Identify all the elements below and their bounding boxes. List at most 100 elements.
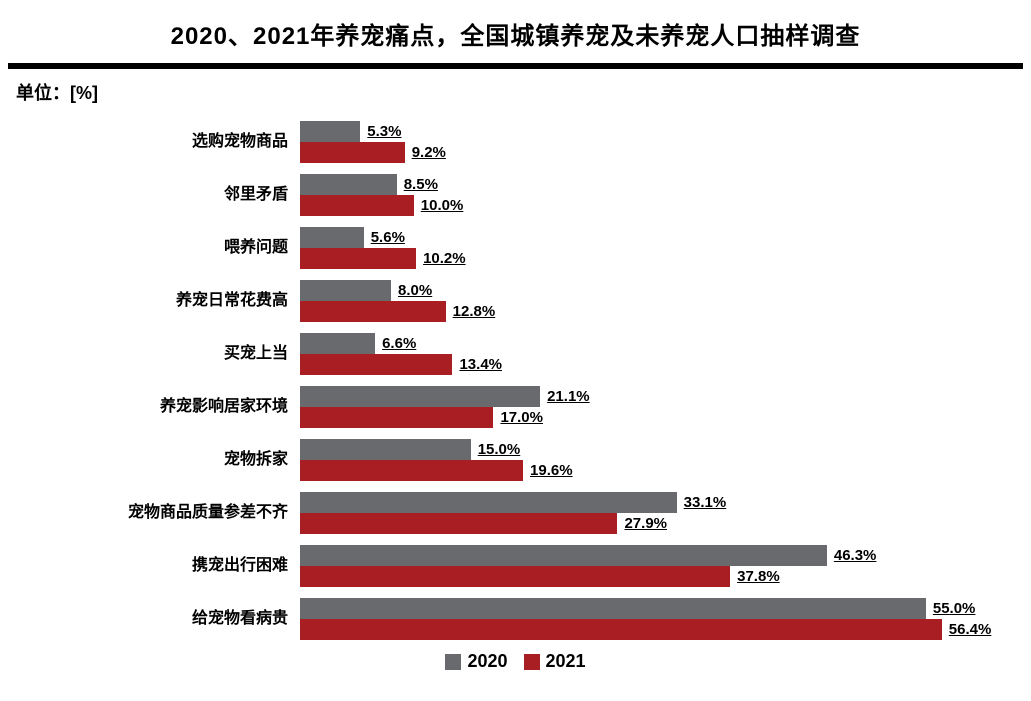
bar-2021 — [300, 513, 618, 534]
value-label-2020: 15.0% — [477, 441, 521, 458]
category-label: 携宠出行困难 — [191, 557, 288, 575]
bar-2020 — [300, 598, 926, 619]
legend-item-2021: 2021 — [523, 651, 586, 672]
chart-row: 邻里矛盾 8.5% 10.0% — [8, 174, 1031, 216]
unit-label: 单位：[%] — [16, 83, 98, 103]
value-label-2021: 27.9% — [624, 515, 668, 532]
bar-line-2020: 46.3% — [300, 545, 960, 566]
category-label: 养宠日常花费高 — [175, 292, 288, 310]
bar-line-2020: 21.1% — [300, 386, 960, 407]
bar-line-2020: 33.1% — [300, 492, 960, 513]
bar-2020 — [300, 386, 541, 407]
value-label-2020: 6.6% — [382, 335, 417, 352]
bar-2020 — [300, 280, 392, 301]
bar-2021 — [300, 566, 731, 587]
bar-2021 — [300, 619, 942, 640]
chart-row: 携宠出行困难 46.3% 37.8% — [8, 545, 1031, 587]
bar-2020 — [300, 121, 361, 142]
bar-2021 — [300, 460, 524, 481]
legend-swatch-2020 — [445, 653, 462, 670]
bar-group: 8.0% 12.8% — [300, 280, 960, 322]
legend-item-2020: 2020 — [445, 651, 508, 672]
value-label-2021: 37.8% — [737, 568, 780, 585]
chart-row: 养宠日常花费高 8.0% 12.8% — [8, 280, 1031, 322]
bar-group: 46.3% 37.8% — [300, 545, 960, 587]
value-label-2021: 13.4% — [459, 356, 503, 373]
value-label-2021: 19.6% — [530, 462, 573, 479]
bar-2020 — [300, 174, 397, 195]
chart-title: 2020、2021年养宠痛点，全国城镇养宠及未养宠人口抽样调查 — [170, 23, 861, 50]
bar-line-2020: 5.6% — [300, 227, 960, 248]
value-label-2020: 5.6% — [370, 229, 405, 246]
category-label: 养宠影响居家环境 — [159, 398, 288, 416]
bar-group: 6.6% 13.4% — [300, 333, 960, 375]
bar-line-2020: 5.3% — [300, 121, 960, 142]
bar-2021 — [300, 195, 414, 216]
bar-line-2021: 12.8% — [300, 301, 960, 322]
bar-group: 15.0% 19.6% — [300, 439, 960, 481]
value-label-2020: 8.5% — [403, 176, 438, 193]
bar-group: 5.6% 10.2% — [300, 227, 960, 269]
bar-2021 — [300, 354, 453, 375]
category-label: 宠物拆家 — [223, 451, 288, 469]
legend-label-2020: 2020 — [467, 651, 508, 671]
value-label-2020: 8.0% — [398, 282, 433, 299]
bar-2020 — [300, 333, 376, 354]
bar-line-2020: 8.5% — [300, 174, 960, 195]
category-label: 邻里矛盾 — [223, 186, 288, 204]
bar-line-2021: 27.9% — [300, 513, 960, 534]
chart-row: 买宠上当 6.6% 13.4% — [8, 333, 1031, 375]
bar-2021 — [300, 301, 446, 322]
bar-2021 — [300, 407, 494, 428]
bar-line-2021: 10.0% — [300, 195, 960, 216]
category-label: 宠物商品质量参差不齐 — [127, 504, 288, 522]
bar-2020 — [300, 492, 677, 513]
chart-row: 喂养问题 5.6% 10.2% — [8, 227, 1031, 269]
bar-group: 21.1% 17.0% — [300, 386, 960, 428]
value-label-2021: 10.2% — [423, 250, 466, 267]
bar-line-2021: 37.8% — [300, 566, 960, 587]
bar-chart: 选购宠物商品 5.3% 9.2% 邻里矛盾 8.5% 10.0% 喂养问题 5.6% 10.2%… — [8, 121, 1031, 640]
bar-2021 — [300, 142, 405, 163]
bar-line-2020: 55.0% — [300, 598, 975, 619]
bar-line-2021: 13.4% — [300, 354, 960, 375]
bar-group: 55.0% 56.4% — [300, 598, 991, 640]
chart-legend: 2020 2021 — [0, 651, 1031, 672]
title-divider — [8, 63, 1023, 69]
value-label-2021: 9.2% — [411, 144, 446, 161]
value-label-2020: 33.1% — [683, 494, 727, 511]
chart-row: 给宠物看病贵 55.0% 56.4% — [8, 598, 1031, 640]
bar-line-2021: 17.0% — [300, 407, 960, 428]
chart-row: 选购宠物商品 5.3% 9.2% — [8, 121, 1031, 163]
category-label: 给宠物看病贵 — [191, 610, 288, 628]
value-label-2021: 10.0% — [420, 197, 464, 214]
chart-row: 宠物拆家 15.0% 19.6% — [8, 439, 1031, 481]
bar-line-2020: 6.6% — [300, 333, 960, 354]
category-label: 买宠上当 — [223, 345, 288, 363]
value-label-2020: 21.1% — [547, 388, 590, 405]
value-label-2020: 46.3% — [833, 547, 877, 564]
value-label-2021: 56.4% — [948, 621, 992, 638]
bar-2021 — [300, 248, 417, 269]
legend-swatch-2021 — [523, 653, 540, 670]
bar-line-2021: 19.6% — [300, 460, 960, 481]
category-label: 选购宠物商品 — [191, 133, 288, 151]
chart-row: 养宠影响居家环境 21.1% 17.0% — [8, 386, 1031, 428]
category-label: 喂养问题 — [223, 239, 288, 257]
value-label-2020: 5.3% — [367, 123, 402, 140]
bar-line-2020: 15.0% — [300, 439, 960, 460]
bar-line-2021: 9.2% — [300, 142, 960, 163]
bar-line-2021: 56.4% — [300, 619, 991, 640]
value-label-2020: 55.0% — [932, 600, 976, 617]
bar-line-2021: 10.2% — [300, 248, 960, 269]
chart-row: 宠物商品质量参差不齐 33.1% 27.9% — [8, 492, 1031, 534]
bar-group: 5.3% 9.2% — [300, 121, 960, 163]
value-label-2021: 17.0% — [500, 409, 543, 426]
bar-2020 — [300, 227, 364, 248]
value-label-2021: 12.8% — [452, 303, 496, 320]
bar-2020 — [300, 439, 471, 460]
legend-label-2021: 2021 — [545, 651, 586, 671]
bar-2020 — [300, 545, 827, 566]
bar-group: 8.5% 10.0% — [300, 174, 960, 216]
